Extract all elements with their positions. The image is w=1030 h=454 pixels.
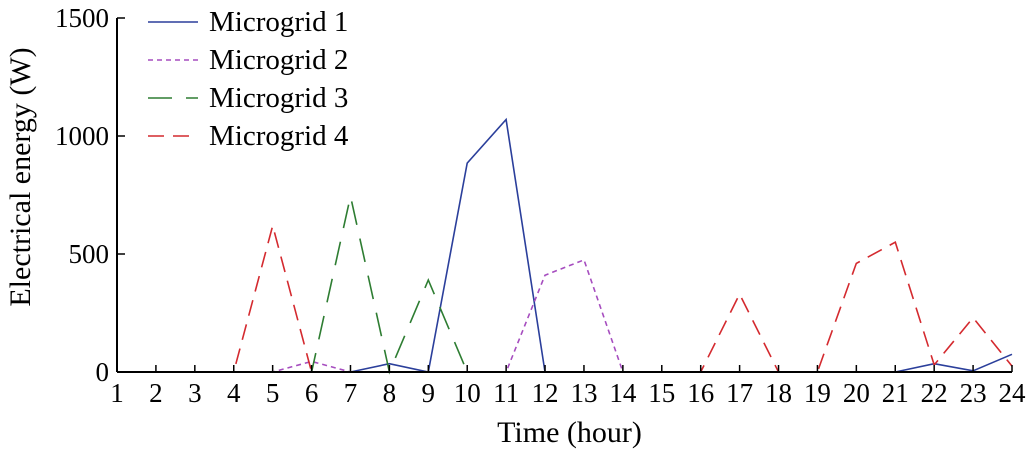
- legend-label-4: Microgrid 4: [209, 120, 349, 152]
- x-tick-label: 22: [921, 378, 948, 408]
- y-tick-label: 1000: [55, 121, 109, 151]
- x-tick-label: 7: [344, 378, 358, 408]
- x-tick-label: 5: [266, 378, 280, 408]
- legend-label-2: Microgrid 2: [209, 44, 348, 76]
- series-line-3: [117, 196, 1012, 375]
- x-tick-label: 14: [609, 378, 637, 408]
- x-tick-label: 13: [570, 378, 597, 408]
- x-tick-label: 24: [999, 378, 1027, 408]
- x-tick-label: 21: [882, 378, 909, 408]
- x-tick-label: 1: [110, 378, 124, 408]
- series-line-1: [117, 117, 1013, 373]
- x-tick-label: 4: [227, 378, 241, 408]
- x-tick-label: 8: [383, 378, 397, 408]
- x-tick-label: 18: [765, 378, 792, 408]
- y-axis-ticks: 0 500 1000 1500: [55, 3, 125, 387]
- x-tick-label: 19: [804, 378, 831, 408]
- x-tick-label: 15: [648, 378, 675, 408]
- x-tick-label: 23: [960, 378, 987, 408]
- series-line-2: [117, 258, 1012, 373]
- x-tick-label: 9: [422, 378, 436, 408]
- legend-label-3: Microgrid 3: [209, 82, 348, 114]
- axes-layer: [116, 18, 1012, 373]
- legend: Microgrid 1 Microgrid 2 Microgrid 3 Microgr…: [148, 6, 349, 152]
- y-tick-label: 1500: [55, 3, 109, 33]
- x-tick-label: 6: [305, 378, 319, 408]
- x-axis-ticks: 1 2 3 4 5 6 7 8 9 10 11 12 13 14 15 16 17 18 19 20 21 22 23 24: [110, 365, 1026, 408]
- x-axis-label: Time (hour): [497, 416, 642, 449]
- x-tick-label: 20: [843, 378, 870, 408]
- x-tick-label: 2: [149, 378, 163, 408]
- series-layer: [117, 117, 1013, 375]
- x-tick-label: 11: [493, 378, 519, 408]
- y-axis-label: Electrical energy (W): [4, 47, 37, 306]
- y-tick-label: 0: [96, 357, 110, 387]
- x-tick-label: 17: [726, 378, 753, 408]
- x-tick-label: 16: [687, 378, 714, 408]
- y-tick-label: 500: [69, 239, 110, 269]
- x-tick-label: 3: [188, 378, 202, 408]
- legend-label-1: Microgrid 1: [209, 6, 348, 38]
- series-line-4: [117, 222, 1013, 373]
- x-tick-label: 12: [532, 378, 559, 408]
- x-tick-label: 10: [454, 378, 481, 408]
